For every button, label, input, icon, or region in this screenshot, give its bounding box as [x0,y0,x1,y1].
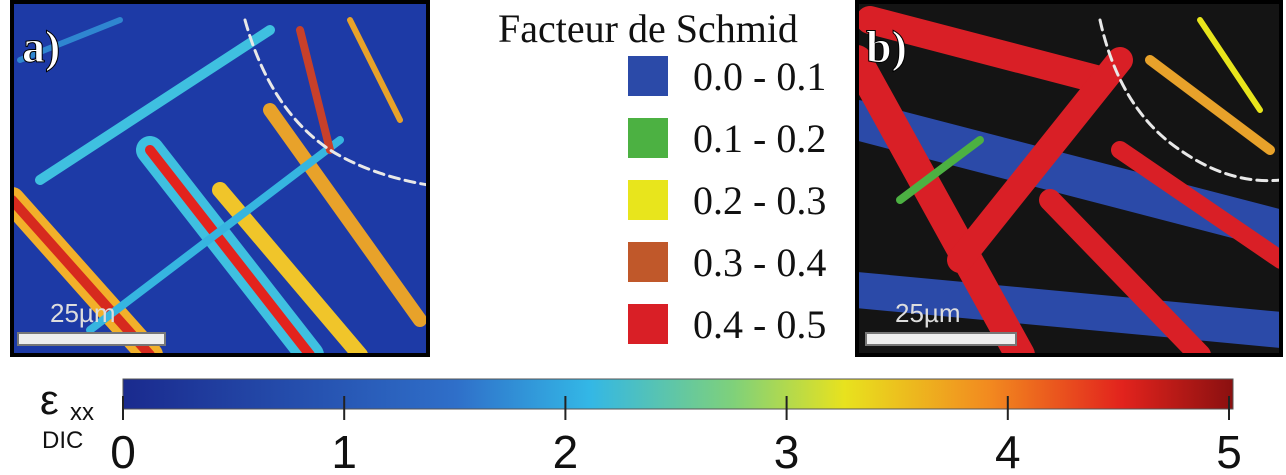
legend-label: 0.4 - 0.5 [693,302,826,347]
legend-swatch [628,118,668,158]
legend-swatch [628,304,668,344]
panel-frame [10,0,430,357]
micrograph-b [857,2,1281,355]
colorbar-tick-label: 5 [1216,426,1242,475]
panel-frame [855,0,1283,357]
legend-label: 0.3 - 0.4 [693,240,826,285]
colorbar-tick-label: 4 [995,426,1021,475]
scale-bar [865,332,1017,346]
scale-bar-label: 25µm [895,298,961,328]
micrograph-a [12,2,428,355]
scale-bar [17,332,166,346]
legend-label: 0.1 - 0.2 [693,116,826,161]
legend-swatch [628,242,668,282]
legend: 0.0 - 0.1 0.1 - 0.2 0.2 - 0.3 0.3 - 0.4 0.4 … [628,54,826,347]
legend-swatch [628,56,668,96]
colorbar-tick-label: 1 [331,426,357,475]
colorbar-tick-label: 0 [110,426,136,475]
colorbar-sublabel: DIC [42,427,83,454]
legend-label: 0.0 - 0.1 [693,54,826,99]
colorbar [122,378,1234,410]
colorbar-tick-label: 3 [774,426,800,475]
colorbar-symbol: ε [40,376,59,423]
panel-label: b) [866,21,907,72]
legend-title: Facteur de Schmid [498,6,798,51]
colorbar-subscript: xx [70,399,94,426]
legend-swatch [628,180,668,220]
scale-bar-label: 25µm [50,298,116,328]
panel-label: a) [22,21,60,72]
colorbar-tick-label: 2 [553,426,579,475]
legend-label: 0.2 - 0.3 [693,178,826,223]
colorbar-ticks: 0 1 2 3 4 5 [110,396,1242,475]
